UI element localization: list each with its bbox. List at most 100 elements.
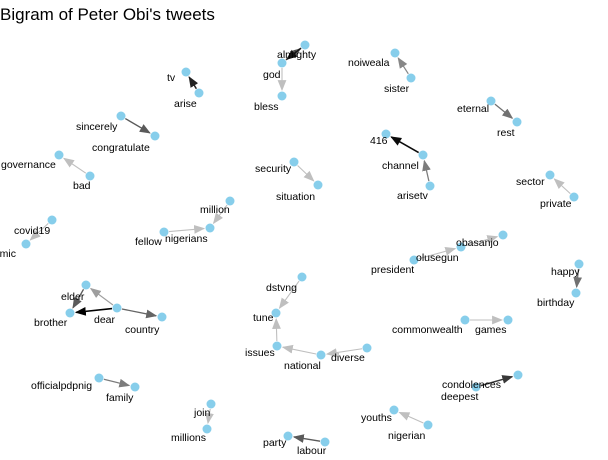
edge-eternal-to-rest <box>494 103 514 119</box>
edge-arise-to-tv <box>188 76 199 90</box>
node-country <box>157 312 167 322</box>
node-games <box>503 315 513 325</box>
label-god: god <box>263 69 281 81</box>
node-tv <box>181 67 191 77</box>
node-rest <box>512 117 522 127</box>
edge-dstvng-to-tune <box>278 280 300 310</box>
node-private <box>569 192 579 202</box>
node-olusegun <box>456 242 466 252</box>
edge-arisetv-to-channel <box>422 159 431 182</box>
label-join: join <box>193 407 211 419</box>
node-sincerely <box>116 111 126 121</box>
edge-national-to-issues <box>281 344 317 355</box>
node-nigerians <box>205 223 215 233</box>
label-congratulate: congratulate <box>92 142 150 154</box>
node-national <box>316 350 326 360</box>
node-issues <box>272 341 282 351</box>
node-dear <box>112 303 122 313</box>
label-issues: issues <box>245 347 275 359</box>
edge-deepest-to-condolences <box>480 375 514 387</box>
node-arise <box>194 88 204 98</box>
node-fellow <box>159 227 169 237</box>
label-pandemic: pandemic <box>0 248 16 260</box>
label-tv: tv <box>167 72 176 84</box>
node-dstvng <box>297 272 307 282</box>
label-sincerely: sincerely <box>76 121 118 133</box>
edge-nigerian-to-youths <box>398 411 424 424</box>
edge-dear-to-elder <box>89 287 114 306</box>
edge-bad-to-governance <box>63 157 87 174</box>
edge-covid19-to-pandemic <box>29 222 49 241</box>
node-brother <box>65 308 75 318</box>
label-arisetv: arisetv <box>397 190 429 202</box>
label-officialpdpnig: officialpdpnig <box>31 380 92 392</box>
label-youths: youths <box>361 412 392 424</box>
node-millions <box>202 424 212 434</box>
node-channel <box>418 150 428 160</box>
label-country: country <box>125 324 160 336</box>
node-birthday <box>571 288 581 298</box>
node-youths <box>389 405 399 415</box>
node-governance <box>54 150 64 160</box>
node-diverse <box>362 343 372 353</box>
label-bless: bless <box>254 101 279 113</box>
label-rest: rest <box>497 127 515 139</box>
edge-dear-to-country <box>121 308 158 319</box>
node-bad <box>85 171 95 181</box>
node-elder <box>81 280 91 290</box>
edge-join-to-millions <box>205 408 214 425</box>
node-officialpdpnig <box>94 373 104 383</box>
label-olusegun: olusegun <box>416 252 459 264</box>
node-layer <box>21 40 584 447</box>
label-arise: arise <box>174 98 197 110</box>
edge-layer <box>29 47 583 443</box>
label-million: million <box>200 204 230 216</box>
node-pandemic <box>21 239 31 249</box>
node-god <box>277 58 287 68</box>
edge-security-to-situation <box>297 165 315 182</box>
label-president: president <box>371 264 414 276</box>
label-tune: tune <box>253 312 274 324</box>
label-party: party <box>263 437 287 449</box>
label-dstvng: dstvng <box>266 282 297 294</box>
label-happy: happy <box>551 266 580 278</box>
node-join <box>206 399 216 409</box>
label-nigerians: nigerians <box>165 233 208 245</box>
label-governance: governance <box>1 159 56 171</box>
node-condolences <box>513 370 523 380</box>
node-nigerian <box>423 420 433 430</box>
label-dear: dear <box>94 314 116 326</box>
label-deepest: deepest <box>441 391 478 403</box>
label-sector: sector <box>516 176 545 188</box>
edge-labour-to-party <box>292 434 321 443</box>
label-games: games <box>475 324 507 336</box>
label-almighty: almighty <box>277 49 317 61</box>
node-noiweala <box>390 48 400 58</box>
label-situation: situation <box>276 191 315 203</box>
node-tune <box>271 308 281 318</box>
node-sister <box>406 73 416 83</box>
edge-sister-to-noiweala <box>397 57 409 75</box>
label-private: private <box>540 198 572 210</box>
edge-fellow-to-nigerians <box>168 224 206 234</box>
label-commonwealth: commonwealth <box>392 324 463 336</box>
node-obasanjo <box>498 230 508 240</box>
edge-dear-to-brother <box>74 306 113 316</box>
node-security <box>289 157 299 167</box>
node-labour <box>320 437 330 447</box>
label-millions: millions <box>171 432 206 444</box>
chart-title: Bigram of Peter Obi's tweets <box>0 5 215 24</box>
node-president <box>409 255 419 265</box>
label-nigerian: nigerian <box>388 430 426 442</box>
edge-president-to-olusegun <box>418 246 457 260</box>
node-happy <box>574 259 584 269</box>
label-layer: almighty god bless tv arise noiweala sister ete… <box>0 49 580 457</box>
node-416 <box>381 129 391 139</box>
node-deepest <box>471 382 481 392</box>
node-bless <box>277 91 287 101</box>
node-commonwealth <box>460 315 470 325</box>
label-national: national <box>284 360 321 372</box>
node-covid19 <box>47 215 57 225</box>
label-bad: bad <box>73 180 91 192</box>
